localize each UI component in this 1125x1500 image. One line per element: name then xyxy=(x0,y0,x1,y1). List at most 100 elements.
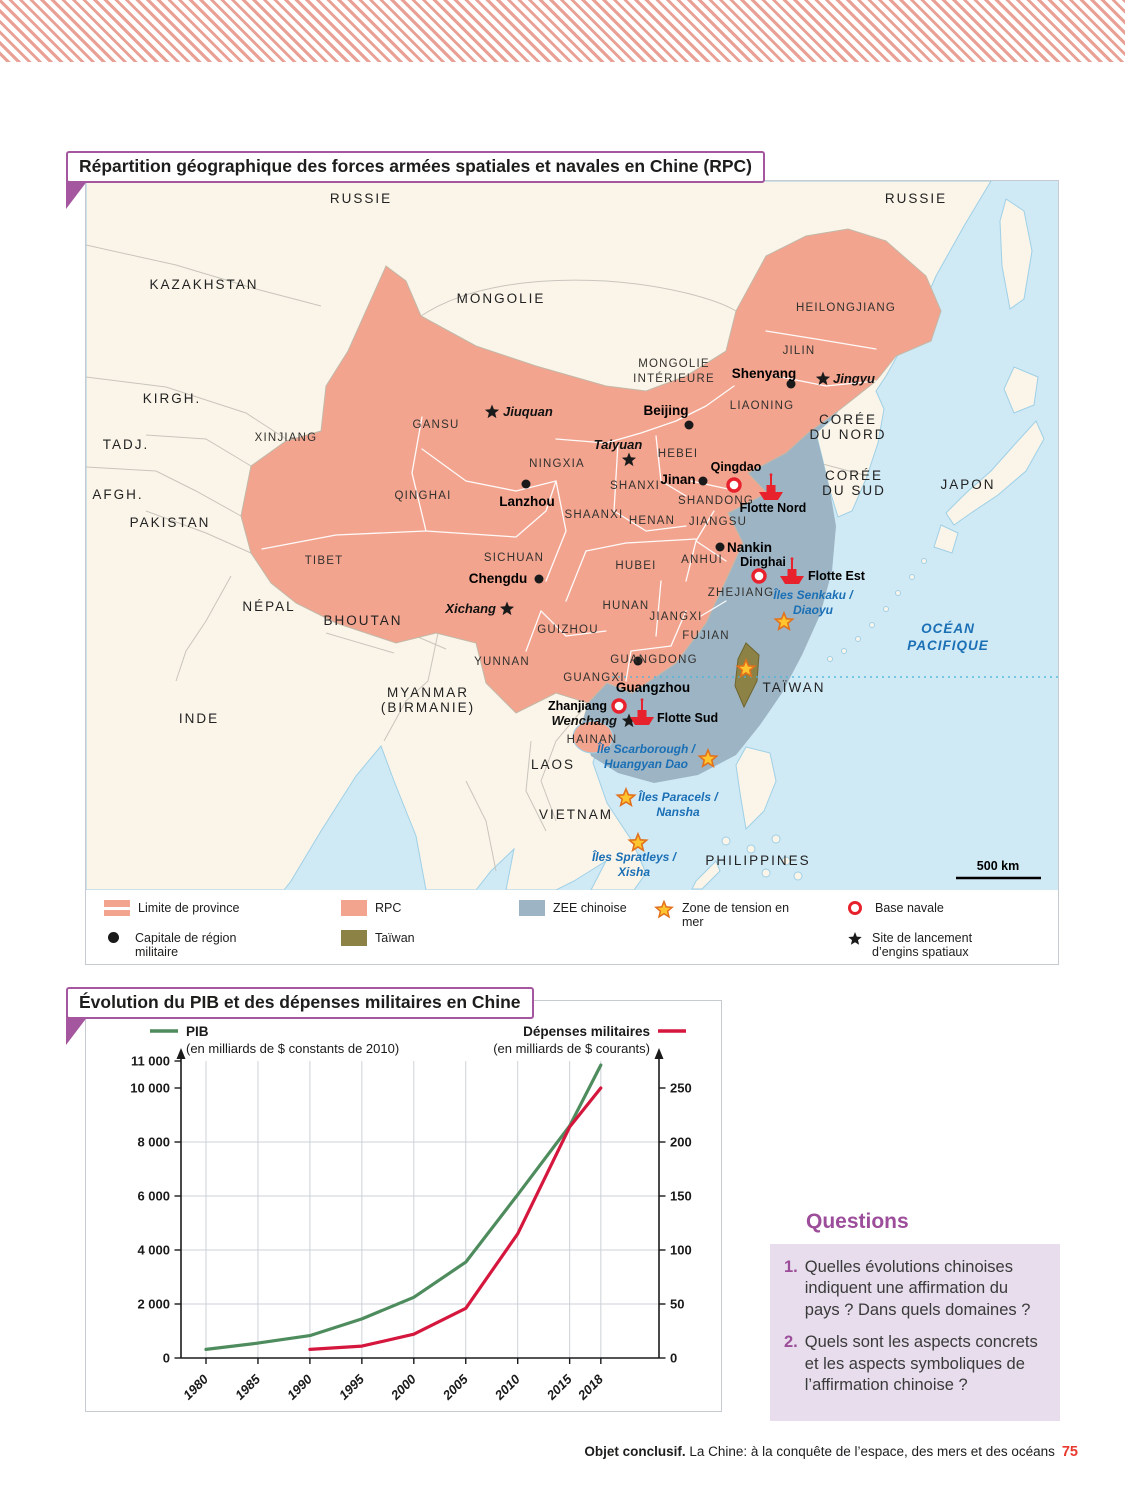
military-capital-marker xyxy=(715,542,725,552)
x-tick-label: 2005 xyxy=(439,1371,471,1403)
series-pib xyxy=(204,1063,603,1351)
legend-unit-military: (en milliards de $ courants) xyxy=(493,1041,650,1056)
left-tick-label: 2 000 xyxy=(137,1297,170,1312)
military-capital-dot-icon xyxy=(108,932,119,943)
map-label-le-scarborough: Île Scarborough / Huangyan Dao xyxy=(597,741,697,771)
chart-title: Évolution du PIB et des dépenses militai… xyxy=(79,992,521,1012)
zee-chinoise-zone xyxy=(581,411,838,783)
fleet-ship-icon xyxy=(780,557,804,584)
question-number: 1. xyxy=(784,1258,798,1276)
map-label-ta-wan: TAÏWAN xyxy=(763,680,826,695)
military-capital-marker xyxy=(521,479,531,489)
map-label-kirgh: KIRGH. xyxy=(143,391,202,406)
province-borders xyxy=(261,330,877,682)
map-label-zhejiang: ZHEJIANG xyxy=(708,587,774,599)
zee-swatch xyxy=(519,900,545,916)
naval-base-ring-icon xyxy=(848,901,862,915)
map-label-jinan: Jinan xyxy=(660,472,695,487)
map-label-jiangsu: JIANGSU xyxy=(689,516,747,528)
scale-label: 500 km xyxy=(977,859,1019,873)
ship-hull xyxy=(780,576,804,584)
ship-mast xyxy=(791,560,793,569)
hainan-island xyxy=(572,720,614,754)
legend-item-limite-province: Limite de province xyxy=(104,900,239,916)
map-label-myanmar: MYANMAR (BIRMANIE) xyxy=(381,685,475,715)
x-tick-label: 1990 xyxy=(284,1371,316,1403)
map-title-banner: Répartition géographique des forces armé… xyxy=(66,151,765,183)
map-label-jiuquan: Jiuquan xyxy=(503,404,553,419)
map-label-liaoning: LIAONING xyxy=(730,400,795,412)
map-label-russie: RUSSIE xyxy=(885,191,947,206)
kyushu-island xyxy=(933,524,959,554)
right-tick-label: 100 xyxy=(670,1243,692,1258)
map-label-taiyuan: Taiyuan xyxy=(594,437,643,452)
map-label-les-spratleys: Îles Spratleys / Xisha xyxy=(592,849,678,879)
map-label-tibet: TIBET xyxy=(305,555,344,567)
military-capital-marker xyxy=(534,574,544,584)
ship-tower xyxy=(637,710,647,717)
question-item-1: 1. Quelles évolutions chinoises indiquen… xyxy=(784,1257,1046,1321)
left-tick-label: 0 xyxy=(163,1351,170,1366)
tension-star-icon xyxy=(654,900,674,919)
map-label-xichang: Xichang xyxy=(444,601,496,616)
fleet-ship-icon xyxy=(759,473,783,500)
taiwan-island xyxy=(734,642,760,709)
right-axis-arrow xyxy=(654,1048,664,1059)
legend-unit-pib: (en milliards de $ constants de 2010) xyxy=(186,1041,399,1056)
question-item-2: 2. Quels sont les aspects concrets et le… xyxy=(784,1332,1046,1396)
map-label-hebei: HEBEI xyxy=(658,448,699,460)
tension-zone-marker xyxy=(697,747,719,769)
map-label-les-paracels: Îles Paracels / Nansha xyxy=(638,789,719,819)
questions-panel: 1. Quelles évolutions chinoises indiquen… xyxy=(770,1244,1060,1421)
launch-site-marker xyxy=(499,601,515,616)
map-label-cor-e: CORÉE DU NORD xyxy=(810,412,887,442)
right-tick-label: 150 xyxy=(670,1189,692,1204)
country-borders xyxy=(86,244,865,872)
legend-label-military: Dépenses militaires xyxy=(523,1024,650,1039)
chart-figure: 0 2 000 4 000 6 000 8 000 10 000 11 000 0 50 100 1… xyxy=(85,1000,722,1412)
sakhalin-island xyxy=(999,198,1033,310)
map-label-shaanxi: SHAANXI xyxy=(565,509,624,521)
map-annotations: RUSSIE RUSSIE KAZAKHSTAN MONGOLIE KIRGH. TADJ… xyxy=(92,191,993,879)
legend-item-rpc: RPC xyxy=(341,900,401,916)
map-label-tadj: TADJ. xyxy=(103,437,150,452)
map-label-philippines: PHILIPPINES xyxy=(705,853,810,868)
map-label-guangzhou: Guangzhou xyxy=(616,680,690,695)
map-label-shenyang: Shenyang xyxy=(732,366,797,381)
launch-site-marker xyxy=(484,404,500,419)
questions-title: Questions xyxy=(806,1210,909,1233)
series-d-penses-militaires xyxy=(308,1086,603,1351)
map-label-jingyu: Jingyu xyxy=(833,371,875,386)
rpc-swatch xyxy=(341,900,367,916)
page-footer: Objet conclusif. La Chine: à la conquête… xyxy=(584,1444,1078,1460)
palawan-island xyxy=(691,860,721,890)
x-tick-label: 2010 xyxy=(491,1371,523,1403)
ship-tower xyxy=(787,569,797,576)
question-number: 2. xyxy=(784,1333,798,1352)
launch-site-star-icon xyxy=(848,932,862,945)
x-tick-label: 1980 xyxy=(180,1371,212,1403)
map-label-beijing: Beijing xyxy=(643,403,688,418)
right-tick-label: 250 xyxy=(670,1081,692,1096)
map-label-yunnan: YUNNAN xyxy=(474,656,530,668)
hokkaido-island xyxy=(1003,366,1039,414)
footer-section: Objet conclusif. xyxy=(584,1444,686,1459)
left-tick-label: 6 000 xyxy=(137,1189,170,1204)
launch-site-marker xyxy=(621,452,637,467)
fleet-ship-icon xyxy=(630,698,654,725)
map-label-wenchang: Wenchang xyxy=(552,713,618,728)
legend-label-pib: PIB xyxy=(186,1024,209,1039)
question-text: Quelles évolutions chinoises indiquent u… xyxy=(804,1258,1031,1319)
offshore-islands xyxy=(691,198,1045,890)
map-label-flotte-nord: Flotte Nord xyxy=(740,501,807,515)
map-label-bhoutan: BHOUTAN xyxy=(323,613,402,628)
map-label-pakistan: PAKISTAN xyxy=(130,515,211,530)
military-capital-marker xyxy=(698,476,708,486)
china-map: 500 km RUSSIE RUSSIE KAZAKHSTAN MONGOLIE KIR… xyxy=(86,181,1058,890)
taiwan-swatch xyxy=(341,930,367,946)
launch-site-marker xyxy=(621,713,637,728)
map-label-nankin: Nankin xyxy=(727,540,772,555)
map-label-vietnam: VIETNAM xyxy=(539,807,613,822)
ship-hull xyxy=(759,492,783,500)
